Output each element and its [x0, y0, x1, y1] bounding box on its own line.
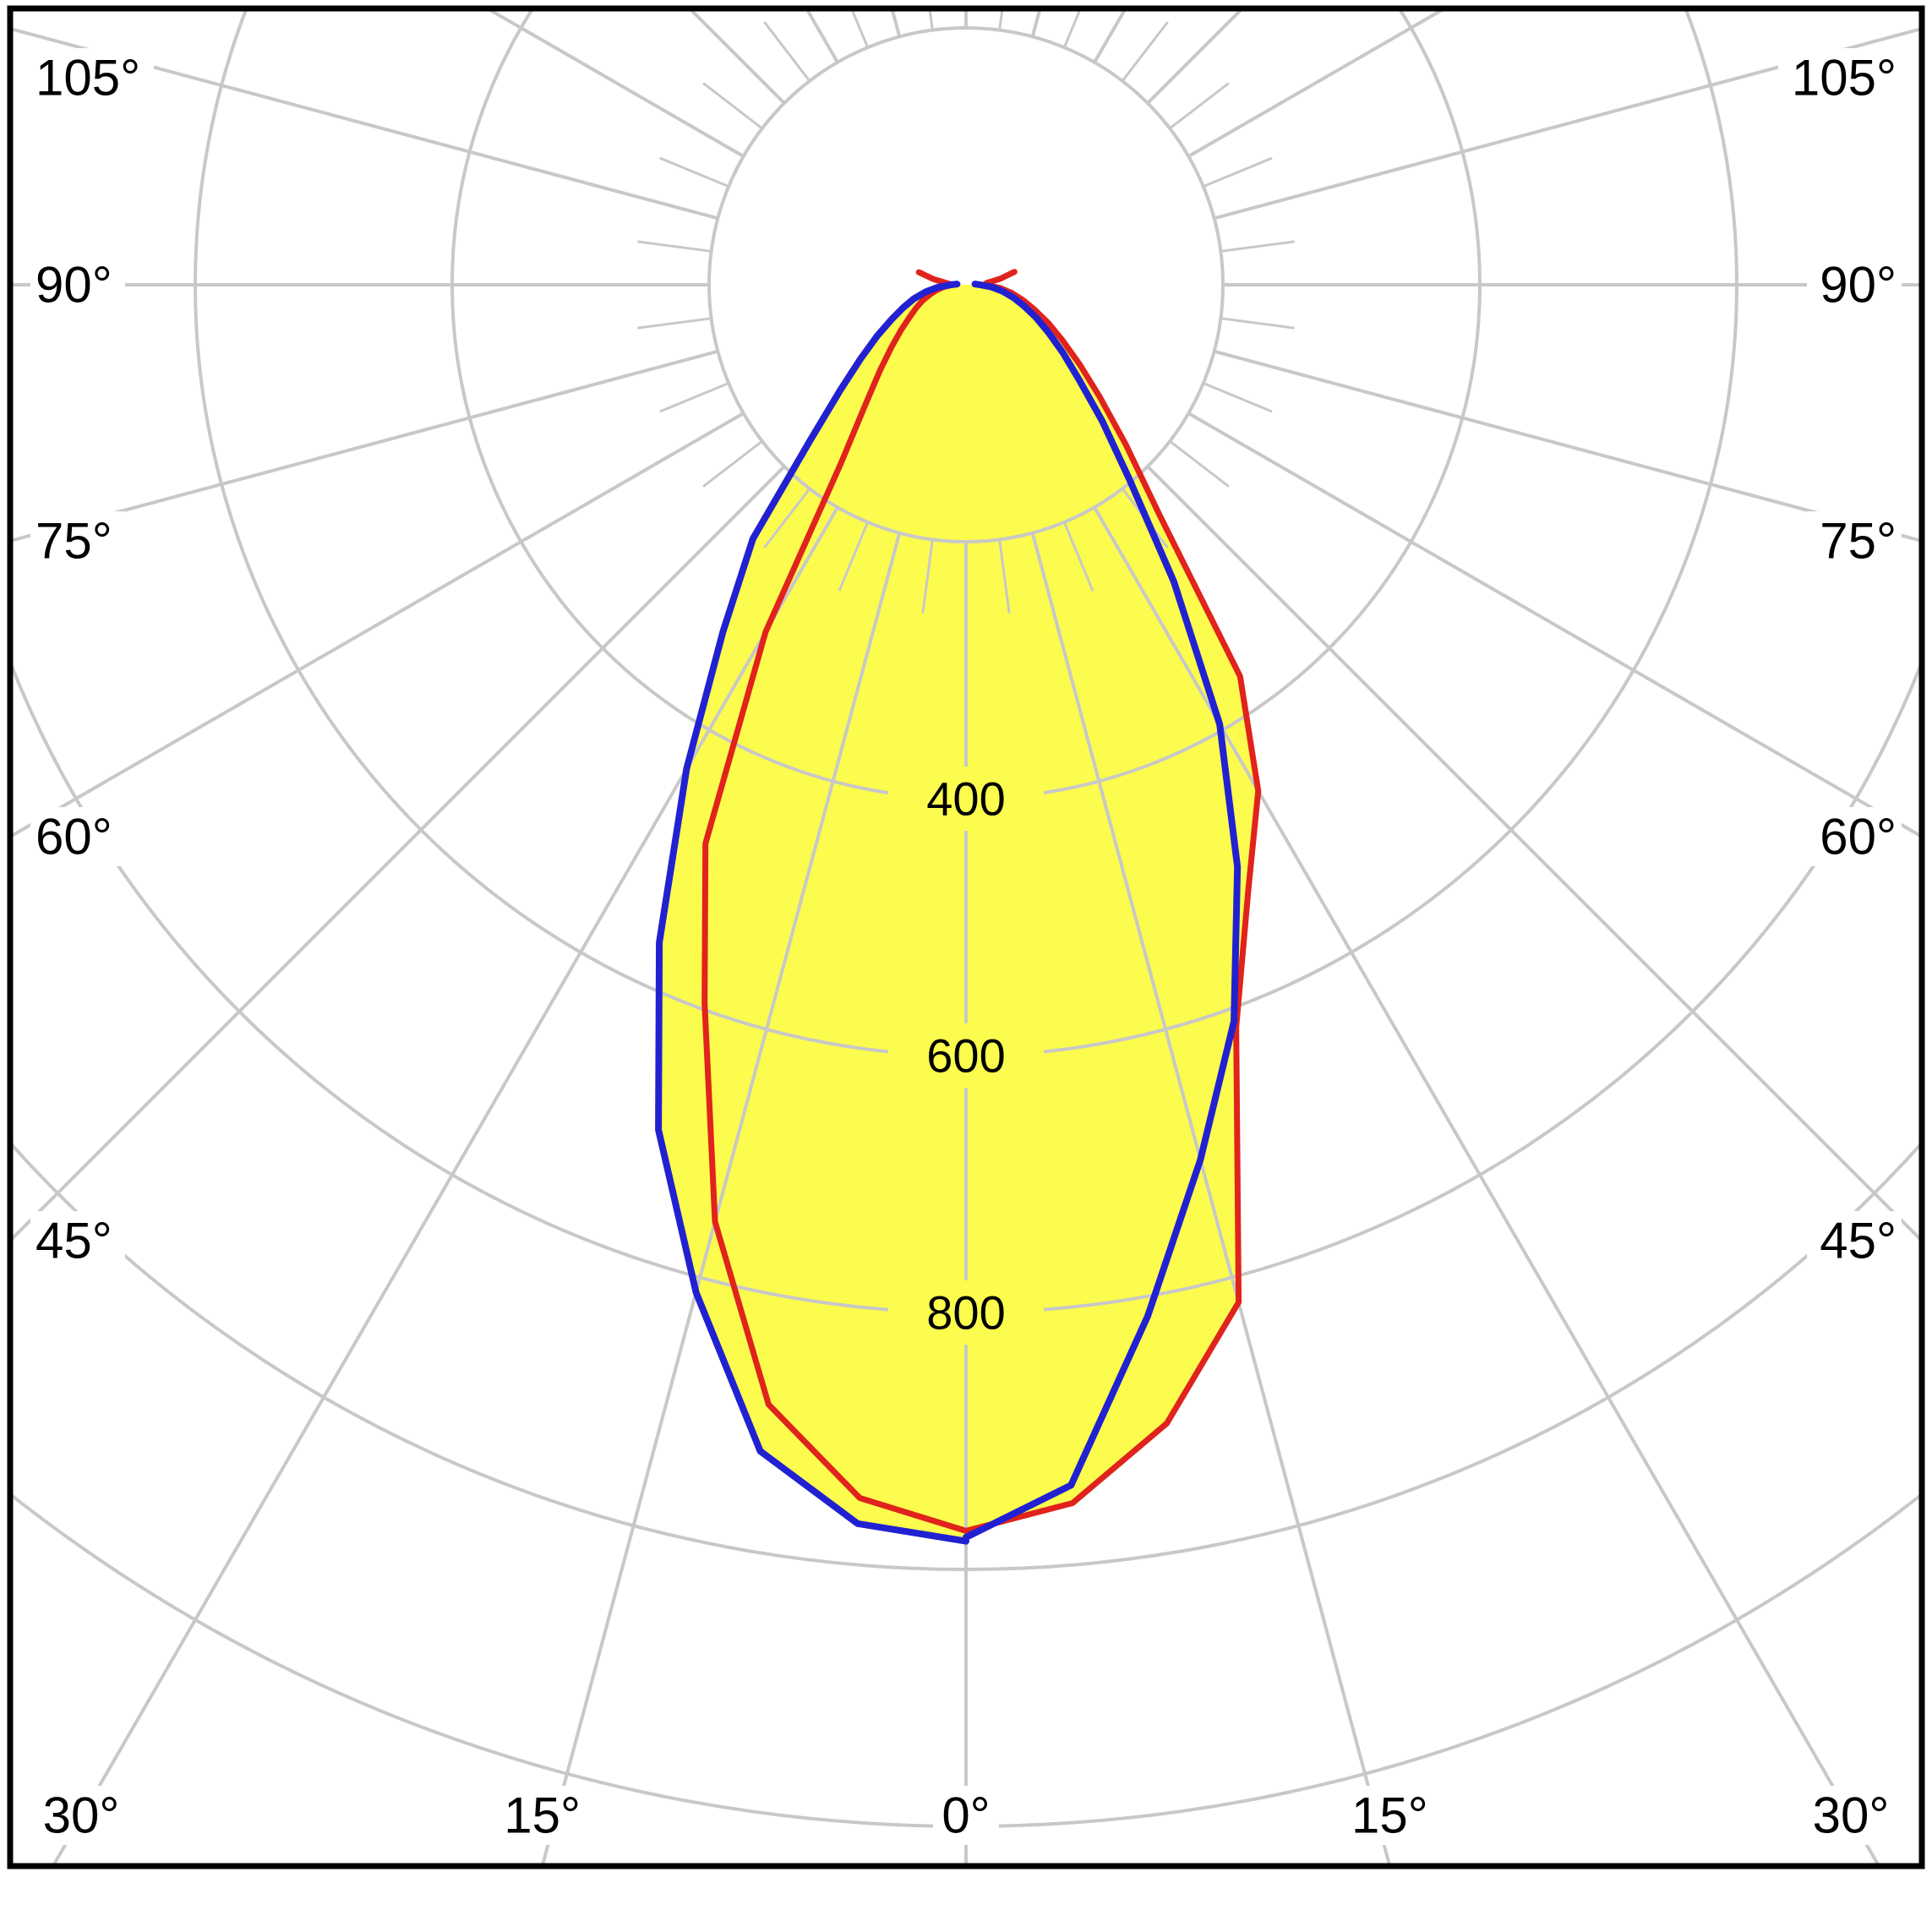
angle-label-left-90: 90° [35, 257, 112, 314]
ring-label-bg-800 [888, 1280, 1044, 1345]
red-curve [701, 269, 1262, 1534]
tick-left-142.5 [763, 21, 811, 82]
spoke-left-60 [10, 412, 745, 839]
angle-label-right-90: 90° [1820, 257, 1897, 314]
angle-label-left-45-bg [30, 1211, 125, 1270]
angle-label-bottom-left-30-bg [34, 1786, 128, 1845]
tick-left-97.5 [637, 240, 712, 253]
angle-label-left-45: 45° [35, 1213, 112, 1269]
tick-left-112.5 [659, 156, 729, 188]
tick-left-127.5 [702, 82, 763, 130]
angle-label-bottom-right-30: 30° [1813, 1787, 1890, 1844]
ring-labels: 400 600 800 [888, 767, 1044, 1345]
tick-right-127.5 [1169, 82, 1230, 130]
spoke-left-75 [10, 349, 718, 543]
angle-label-left-60-bg [30, 806, 125, 866]
angle-label-right-90-bg [1807, 255, 1902, 314]
tick-left-52.5 [702, 439, 763, 488]
tick-right-52.5 [1169, 439, 1230, 488]
angle-label-right-75: 75° [1820, 513, 1897, 570]
angle-label-right-105-bg [1778, 48, 1902, 107]
spoke-left-45 [10, 465, 786, 1243]
angle-labels: 0° 15° 15° 30° 30° 45° 45° 60° 60° 75° 75° 90° 90° 10… [30, 48, 1902, 1845]
spoke-right-45 [1146, 465, 1922, 1243]
ring-label-bg-400 [888, 767, 1044, 831]
spoke-left-105 [10, 26, 718, 221]
angle-label-bottom-right-15: 15° [1351, 1787, 1428, 1844]
angle-label-right-60: 60° [1820, 808, 1897, 865]
angle-label-bottom-0-bg [933, 1786, 999, 1845]
angle-label-right-75-bg [1807, 511, 1902, 571]
tick-right-22.5 [1062, 521, 1094, 592]
angle-label-left-60: 60° [35, 808, 112, 865]
angle-label-right-45-bg [1807, 1211, 1902, 1270]
tick-right-97.5 [1220, 240, 1295, 253]
spoke-left-30 [51, 506, 839, 1866]
chart-frame [7, 5, 1925, 1869]
tick-right-172.5 [998, 8, 1004, 30]
tick-left-82.5 [637, 317, 712, 330]
angle-label-bottom-right-15-bg [1342, 1786, 1438, 1845]
tick-right-112.5 [1203, 156, 1273, 188]
angle-label-bottom-left-30: 30° [43, 1787, 120, 1844]
beam-fill-union [658, 285, 1258, 1542]
angle-label-left-75-bg [30, 511, 125, 571]
spoke-right-60 [1187, 412, 1922, 839]
spoke-right-15 [1030, 532, 1392, 1866]
angle-label-bottom-0: 0° [941, 1787, 990, 1844]
tick-left-157.5 [849, 8, 870, 48]
tick-right-7.5 [998, 539, 1011, 614]
angle-label-right-105: 105° [1792, 50, 1897, 106]
tick-right-67.5 [1203, 381, 1273, 413]
tick-right-157.5 [1062, 8, 1083, 48]
angle-label-bottom-left-15: 15° [504, 1787, 581, 1844]
blue-curve [655, 281, 1242, 1545]
tick-left-67.5 [659, 381, 729, 413]
spoke-right-105 [1214, 26, 1922, 221]
angle-label-right-60-bg [1807, 806, 1902, 866]
tick-left-172.5 [928, 8, 934, 30]
ring-label-400: 400 [926, 772, 1005, 826]
spoke-left-15 [540, 532, 902, 1866]
tick-right-142.5 [1121, 21, 1169, 82]
ring-label-800: 800 [926, 1286, 1005, 1340]
tick-left-37.5 [763, 488, 811, 548]
angle-label-left-105-bg [30, 48, 154, 107]
angle-label-bottom-left-15-bg [494, 1786, 590, 1845]
tick-left-22.5 [838, 521, 870, 592]
spoke-right-75 [1214, 349, 1922, 543]
tick-left-7.5 [921, 539, 934, 614]
tick-right-82.5 [1220, 317, 1295, 330]
ring-label-bg-600 [888, 1023, 1044, 1088]
angle-label-bottom-right-30-bg [1804, 1786, 1898, 1845]
angle-label-left-90-bg [30, 255, 125, 314]
angle-label-right-45: 45° [1820, 1213, 1897, 1269]
angle-label-left-75: 75° [35, 513, 112, 570]
angle-label-left-105: 105° [35, 50, 140, 106]
ring-label-600: 600 [926, 1029, 1005, 1083]
